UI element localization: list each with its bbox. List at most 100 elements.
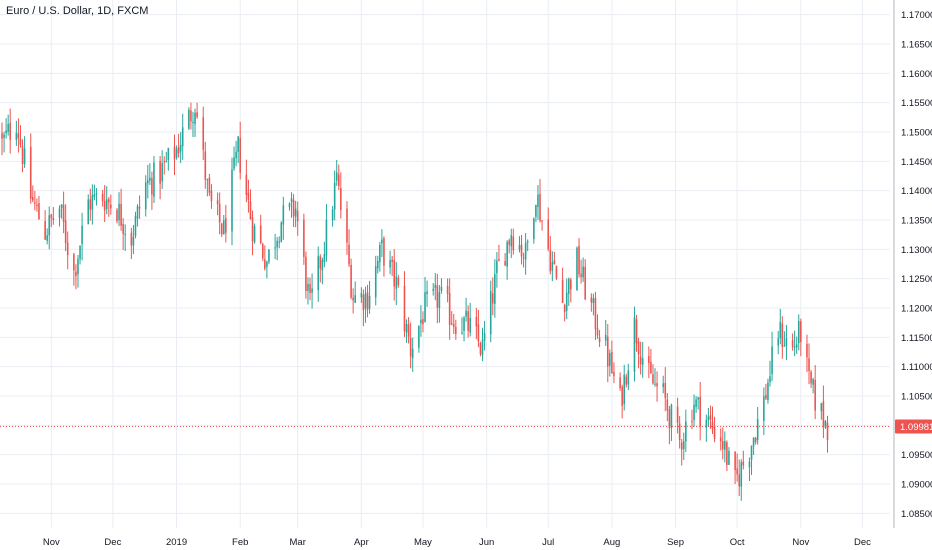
candle-body [469,317,471,333]
candle [475,307,478,340]
candle [167,147,170,171]
x-tick-label: Feb [232,537,248,548]
candle [539,179,541,223]
candle [389,250,391,275]
candle-body [38,203,40,220]
candle-body [541,220,543,222]
candle-body [726,442,728,465]
candle-body [403,285,406,332]
candle-body [239,138,242,173]
candle-body [249,201,252,219]
candle [204,141,207,189]
candle-body [711,421,714,429]
candle [9,108,12,154]
grid-lines [0,0,890,528]
candle [381,229,383,258]
candle [481,327,484,362]
candle-body [436,285,439,308]
candle-body [724,441,726,450]
candle-body [32,196,34,201]
candle [699,381,701,441]
candle [705,414,708,442]
candle [641,341,644,378]
candle-body [641,358,644,366]
candle-body [210,190,213,202]
candle-body [124,233,127,236]
candle [754,436,757,445]
candle [820,402,823,420]
candle [619,372,621,391]
candle [231,157,233,246]
candle [524,232,527,275]
candle-body [362,294,365,311]
candle-body [563,305,566,313]
candle [436,273,439,324]
candle [420,305,422,337]
candle [461,317,463,335]
candle-body [376,261,379,269]
candle [535,204,537,223]
candle-body [146,180,149,184]
candle [496,251,498,288]
candle [296,201,299,236]
candle [668,405,671,445]
candle [580,259,582,284]
candle [592,293,595,316]
candle-body [194,112,196,125]
candle-body [452,323,455,328]
candle [584,259,586,301]
candle-body [101,193,104,202]
candle-body [754,438,757,443]
candle-body [426,291,428,294]
candle-body [58,208,61,218]
candle [220,222,223,238]
y-tick-label: 1.15000 [901,128,932,139]
candle-body [822,401,825,426]
candle-body [592,298,595,304]
candle-body [448,293,451,325]
candle [58,205,61,227]
candle-body [389,260,391,268]
candle [795,336,798,354]
candle-body [89,199,92,210]
candle [455,319,457,340]
candle-body [549,249,552,272]
y-tick-label: 1.11500 [901,333,932,344]
candle-body [105,199,108,209]
candle [253,223,256,244]
candle-body [504,261,506,266]
candle-body [15,132,18,140]
candle [734,451,736,484]
candle-body [584,266,586,300]
candle-body [288,203,291,207]
candle-body [763,396,765,421]
candle-body [699,396,701,427]
candle [362,289,365,327]
candle [613,362,615,384]
candle-body [87,199,90,225]
x-tick-label: Apr [354,537,369,548]
candle-body [17,133,20,139]
candle-body [611,352,613,374]
candle-body [551,262,554,271]
candle [565,278,568,320]
candle-body [578,245,580,275]
candle-body [190,110,192,122]
candle [791,333,794,351]
candle-body [290,198,293,203]
candle [15,120,18,146]
candle [311,273,313,309]
candle [432,283,435,296]
candle [520,234,523,265]
candle [235,140,237,167]
candle-body [752,437,755,447]
candle-body [225,218,227,233]
candle-body [120,203,122,226]
x-tick-label: Aug [603,537,620,548]
candle [206,178,209,197]
candle [409,322,412,369]
candle-body [824,420,827,428]
candle-body [728,450,730,465]
candle-body [321,259,324,271]
